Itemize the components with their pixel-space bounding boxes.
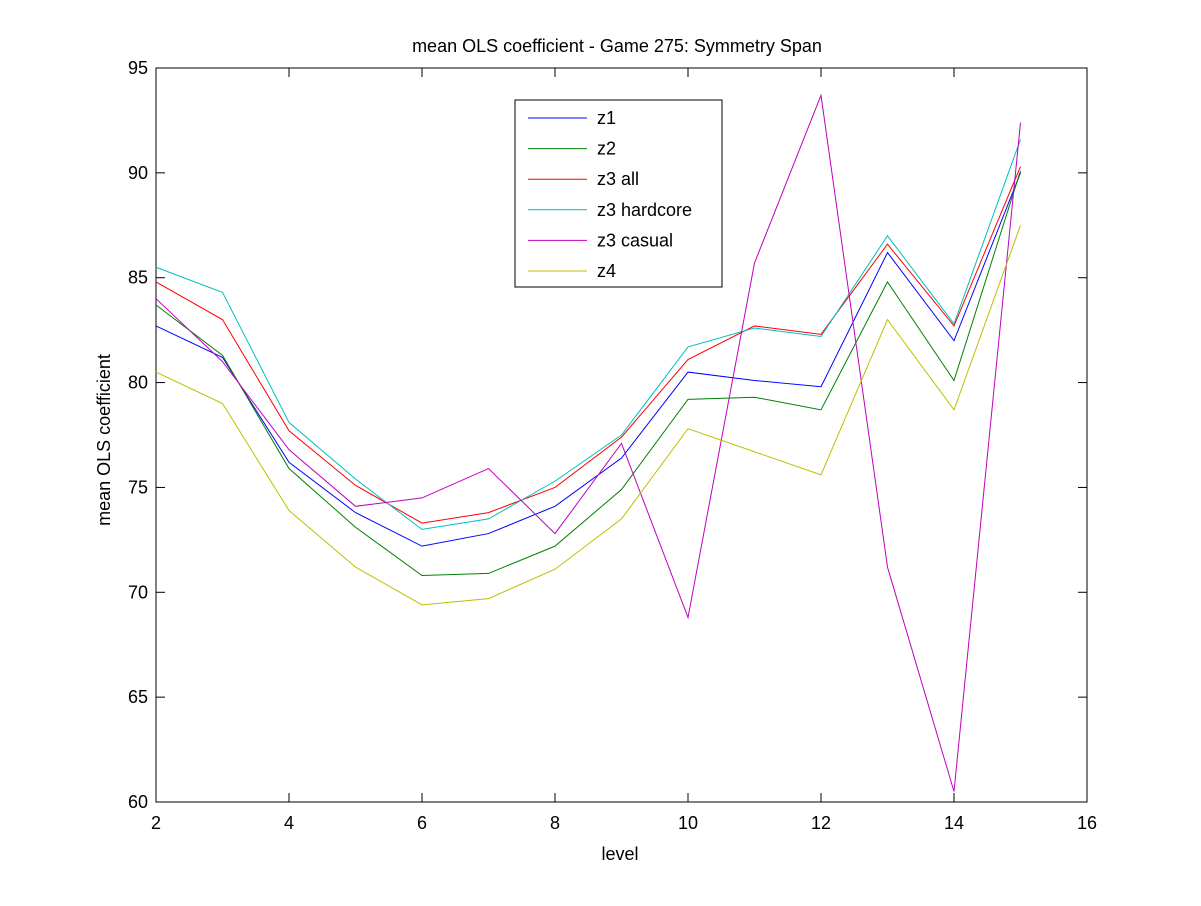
chart-title: mean OLS coefficient - Game 275: Symmetr… [412,36,822,56]
y-tick-label: 85 [128,268,148,288]
x-tick-label: 10 [678,813,698,833]
x-tick-label: 14 [944,813,964,833]
series-line-z4 [155,225,1021,606]
legend-label-z3-casual: z3 casual [597,230,673,250]
legend-box [514,99,723,288]
x-tick-label: 6 [417,813,427,833]
legend-entries: z1 z2 z3 all z3 hardcore z3 casual z4 [528,108,692,281]
x-tick-label: 16 [1077,813,1097,833]
y-tick-label: 75 [128,477,148,497]
legend-label-z1: z1 [597,108,616,128]
axis-ticks: 2 4 6 8 10 12 14 16 60 65 70 75 80 85 90 95 [128,58,1097,833]
series-line-z3-hardcore [155,139,1021,530]
x-tick-label: 8 [550,813,560,833]
legend-label-z3-all: z3 all [597,169,639,189]
series-line-z3-casual [155,93,1021,792]
legend: z1 z2 z3 all z3 hardcore z3 casual z4 [514,99,723,288]
y-tick-label: 65 [128,687,148,707]
y-tick-label: 60 [128,792,148,812]
series-line-z1 [155,172,1021,547]
y-tick-label: 95 [128,58,148,78]
y-tick-label: 80 [128,373,148,393]
x-tick-label: 2 [151,813,161,833]
x-tick-label: 12 [811,813,831,833]
legend-label-z4: z4 [597,261,616,281]
legend-label-z3-hardcore: z3 hardcore [597,200,692,220]
y-tick-label: 70 [128,582,148,602]
y-axis-label: mean OLS coefficient [94,354,114,526]
x-tick-label: 4 [284,813,294,833]
series-line-z2 [155,170,1021,577]
series-line-z3-all [155,166,1021,524]
y-tick-label: 90 [128,163,148,183]
series-lines [155,93,1021,792]
legend-label-z2: z2 [597,139,616,159]
x-axis-label: level [601,844,638,864]
